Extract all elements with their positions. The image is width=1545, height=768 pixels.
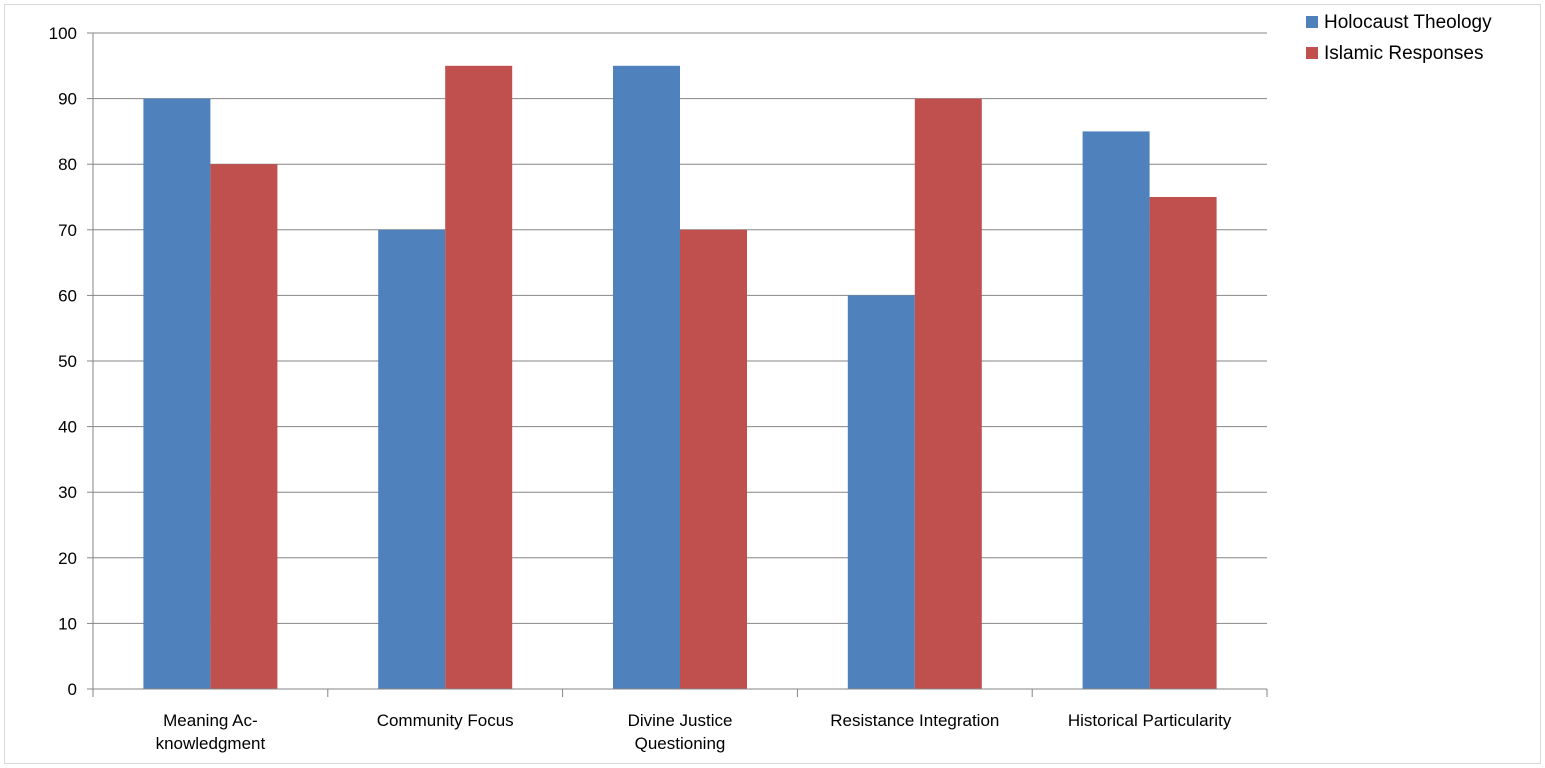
bar-holocaust-theology	[143, 98, 211, 690]
y-tick-label: 60	[58, 286, 77, 305]
bar-holocaust-theology	[613, 65, 680, 690]
x-tick-label: Meaning Ac-	[163, 711, 258, 730]
y-tick-label: 70	[58, 221, 77, 240]
x-tick-label: Community Focus	[377, 711, 514, 730]
x-tick-label: Historical Particularity	[1068, 711, 1232, 730]
legend-swatch	[1306, 47, 1318, 59]
chart-frame	[4, 4, 1541, 764]
y-tick-label: 0	[68, 680, 77, 699]
x-tick-labels: Meaning Ac-knowledgment Community Focus Di…	[156, 711, 1232, 753]
bars	[143, 65, 1217, 690]
y-tick-label: 20	[58, 549, 77, 568]
y-tick-label: 90	[58, 90, 77, 109]
x-tick-label: Questioning	[635, 734, 726, 753]
y-tick-labels: 0 10 20 30 40 50 60 70 80 90 100	[49, 24, 77, 699]
x-tick-label: knowledgment	[156, 734, 266, 753]
x-tick-label: Divine Justice	[628, 711, 733, 730]
axes	[87, 32, 1268, 697]
y-tick-label: 100	[49, 24, 77, 43]
bar-islamic-responses	[1149, 197, 1217, 689]
legend: Holocaust Theology Islamic Responses	[1306, 12, 1492, 64]
legend-label: Holocaust Theology	[1324, 12, 1492, 33]
bar-islamic-responses	[680, 229, 747, 690]
y-tick-label: 10	[58, 614, 77, 633]
legend-swatch	[1306, 16, 1318, 28]
bar-islamic-responses	[445, 65, 513, 690]
bar-holocaust-theology	[378, 229, 446, 690]
y-tick-label: 40	[58, 418, 77, 437]
bar-islamic-responses	[914, 98, 982, 690]
bar-islamic-responses	[210, 164, 278, 689]
x-tick-label: Resistance Integration	[830, 711, 999, 730]
y-tick-label: 80	[58, 155, 77, 174]
y-tick-label: 30	[58, 483, 77, 502]
bar-holocaust-theology	[1082, 131, 1150, 689]
bar-holocaust-theology	[847, 295, 915, 689]
legend-label: Islamic Responses	[1324, 43, 1483, 64]
y-tick-label: 50	[58, 352, 77, 371]
